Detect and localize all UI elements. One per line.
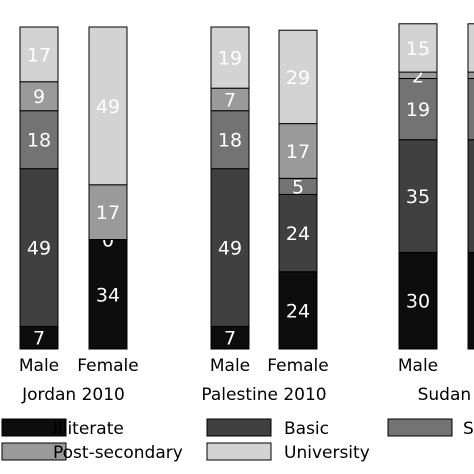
data-label-jordan-2010-male-basic: 49: [27, 238, 51, 260]
data-label-jordan-2010-female-illiterate: 34: [96, 284, 120, 306]
legend-label-basic: Basic: [284, 419, 329, 439]
category-label-jordan-2010-male: Male: [19, 356, 59, 376]
bar-segment-sudan-2-fe-secondary: [467, 78, 474, 141]
bar-segment-sudan-2-male-secondary: [398, 78, 438, 141]
bar-segment-palestine-2010-female-university: [278, 29, 318, 125]
data-label-palestine-2010-female-illiterate: 24: [286, 300, 310, 322]
bar-segment-sudan-2-fe-basic: [467, 139, 474, 253]
legend-swatch-university: [206, 442, 272, 461]
data-label-jordan-2010-female-university: 49: [96, 96, 120, 118]
legend-label-illiterate: Illiterate: [53, 419, 124, 439]
legend: Illiterate Basic S Post-secondary University: [1, 418, 474, 463]
bar-segment-sudan-2-male-illiterate: [398, 251, 438, 350]
category-label-palestine-2010-male: Male: [210, 356, 250, 376]
data-label-palestine-2010-female-post-secondary: 17: [286, 141, 310, 163]
legend-swatch-s: [387, 418, 453, 437]
bar-segment-sudan-2-fe-post-secondary: [467, 71, 474, 80]
data-label-palestine-2010-male-secondary: 18: [218, 130, 242, 152]
data-label-jordan-2010-male-post-secondary: 9: [33, 86, 45, 108]
data-label-palestine-2010-female-university: 29: [286, 67, 310, 89]
bar-segment-jordan-2010-male-basic: [19, 168, 59, 327]
bar-segment-palestine-2010-male-secondary: [210, 110, 250, 170]
data-label-palestine-2010-female-secondary: 5: [292, 176, 304, 198]
data-label-palestine-2010-male-post-secondary: 7: [224, 89, 236, 111]
group-label-sudan-2: Sudan 2: [418, 385, 474, 405]
category-label-palestine-2010-female: Female: [267, 356, 328, 376]
bar-segment-palestine-2010-male-university: [210, 26, 250, 89]
data-label-palestine-2010-female-basic: 24: [286, 223, 310, 245]
data-label-palestine-2010-male-university: 19: [218, 48, 242, 70]
bar-segment-jordan-2010-male-post-secondary: [19, 81, 59, 112]
bar-segment-sudan-2-male-basic: [398, 139, 438, 253]
group-label-palestine-2010: Palestine 2010: [201, 385, 326, 405]
bar-segment-jordan-2010-female-illiterate: [88, 239, 128, 350]
category-label-jordan-2010-female: Female: [77, 356, 138, 376]
legend-swatch-basic: [206, 418, 272, 437]
bar-segment-palestine-2010-female-basic: [278, 193, 318, 273]
data-label-sudan-2-male-secondary: 19: [406, 99, 430, 121]
legend-label-university: University: [284, 443, 370, 463]
data-label-palestine-2010-male-basic: 49: [218, 238, 242, 260]
data-label-sudan-2-male-illiterate: 30: [406, 291, 430, 313]
category-labels: Male Female Jordan 2010 Male Female Palestine…: [19, 356, 474, 405]
bars-layer: 7491891734017497491871924245172930351921…: [19, 23, 474, 350]
data-label-jordan-2010-female-post-secondary: 17: [96, 202, 120, 224]
bar-segment-palestine-2010-female-illiterate: [278, 271, 318, 350]
bar-segment-sudan-2-fe-university: [467, 23, 474, 73]
bar-segment-jordan-2010-male-university: [19, 26, 59, 83]
data-label-jordan-2010-male-secondary: 18: [27, 130, 51, 152]
data-label-jordan-2010-male-illiterate: 7: [33, 328, 45, 350]
group-label-jordan-2010: Jordan 2010: [21, 385, 125, 405]
bar-segment-jordan-2010-female-university: [88, 26, 128, 186]
legend-label-post-secondary: Post-secondary: [53, 443, 183, 463]
data-label-palestine-2010-male-illiterate: 7: [224, 328, 236, 350]
bar-segment-sudan-2-male-university: [398, 23, 438, 73]
legend-swatch-illiterate: [1, 418, 67, 437]
legend-swatch-post-secondary: [1, 442, 67, 461]
legend-label-s: S: [463, 419, 474, 439]
bar-segment-palestine-2010-female-post-secondary: [278, 123, 318, 179]
category-label-sudan-2-male: Male: [398, 356, 438, 376]
data-label-sudan-2-male-basic: 35: [406, 186, 430, 208]
data-label-jordan-2010-male-university: 17: [27, 44, 51, 66]
bar-segment-sudan-2-fe-illiterate: [467, 251, 474, 350]
data-label-sudan-2-male-university: 15: [406, 38, 430, 60]
bar-segment-palestine-2010-male-basic: [210, 168, 250, 327]
